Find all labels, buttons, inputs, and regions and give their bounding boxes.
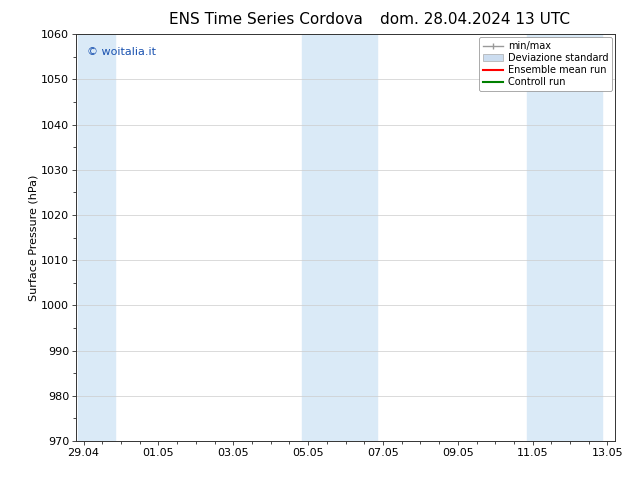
Text: ENS Time Series Cordova: ENS Time Series Cordova [169, 12, 363, 27]
Bar [78, 34, 115, 441]
Text: dom. 28.04.2024 13 UTC: dom. 28.04.2024 13 UTC [380, 12, 571, 27]
Text: © woitalia.it: © woitalia.it [87, 47, 156, 56]
Bar [302, 34, 377, 441]
Y-axis label: Surface Pressure (hPa): Surface Pressure (hPa) [29, 174, 38, 301]
Legend: min/max, Deviazione standard, Ensemble mean run, Controll run: min/max, Deviazione standard, Ensemble m… [479, 37, 612, 91]
Bar [527, 34, 602, 441]
